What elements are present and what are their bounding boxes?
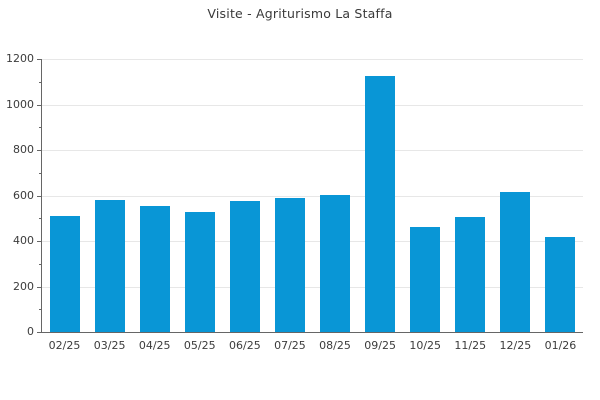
x-tick-label: 11/25: [454, 339, 487, 352]
x-tick-label: 02/25: [48, 339, 81, 352]
x-tick-label: 01/26: [544, 339, 577, 352]
x-tick-label: 12/25: [499, 339, 532, 352]
y-minor-tick: [39, 127, 42, 129]
bar-10/25: [410, 227, 441, 332]
bar-12/25: [500, 191, 531, 332]
y-minor-tick: [39, 263, 42, 265]
x-tick-label: 06/25: [229, 339, 261, 352]
y-tick-label: 1200: [6, 52, 34, 65]
bar-03/25: [94, 199, 125, 332]
y-minor-tick: [39, 172, 42, 174]
bar-02/25: [49, 215, 80, 332]
plot-area: 0 200 400 600 800 1000 1200 02/25 03/25 04/25 05/2…: [6, 53, 583, 352]
y-minor-tick: [39, 309, 42, 311]
gridline: [42, 195, 583, 197]
x-tick-label: 07/25: [274, 339, 306, 352]
y-tick: [37, 332, 42, 333]
bar-08/25: [320, 194, 351, 332]
x-tick-label: 03/25: [93, 339, 126, 352]
bar-11/25: [455, 217, 486, 332]
gridline: [42, 150, 583, 151]
gridline: [42, 241, 583, 242]
y-tick-label: 400: [13, 234, 34, 247]
x-tick-label: 10/25: [409, 339, 442, 352]
gridline: [42, 104, 583, 106]
bar-04/25: [139, 205, 170, 332]
x-tick-label: 08/25: [319, 339, 351, 352]
y-tick-label: 0: [27, 325, 34, 338]
x-tick-label: 09/25: [364, 339, 396, 352]
bar-05/25: [184, 212, 215, 332]
y-tick-label: 600: [13, 188, 34, 202]
gridline: [42, 59, 583, 60]
chart-title: Visite - Agriturismo La Staffa: [207, 6, 393, 21]
y-tick-label: 1000: [6, 97, 34, 111]
y-tick: [37, 150, 42, 151]
y-tick: [37, 241, 42, 242]
y-tick: [37, 104, 42, 106]
y-tick-label: 200: [13, 279, 34, 293]
bar-01/26: [545, 237, 576, 332]
bar-07/25: [274, 198, 305, 332]
y-minor-tick: [39, 218, 42, 220]
y-minor-tick: [39, 81, 42, 83]
x-axis-line: [41, 332, 583, 333]
y-tick: [37, 195, 42, 197]
gridline: [42, 286, 583, 288]
y-tick: [37, 59, 42, 60]
x-tick-label: 05/25: [183, 339, 216, 352]
bar-09/25: [365, 75, 396, 332]
bar-06/25: [229, 200, 260, 332]
y-tick-label: 800: [13, 143, 34, 156]
y-tick: [37, 286, 42, 288]
x-tick-label: 04/25: [138, 339, 171, 352]
